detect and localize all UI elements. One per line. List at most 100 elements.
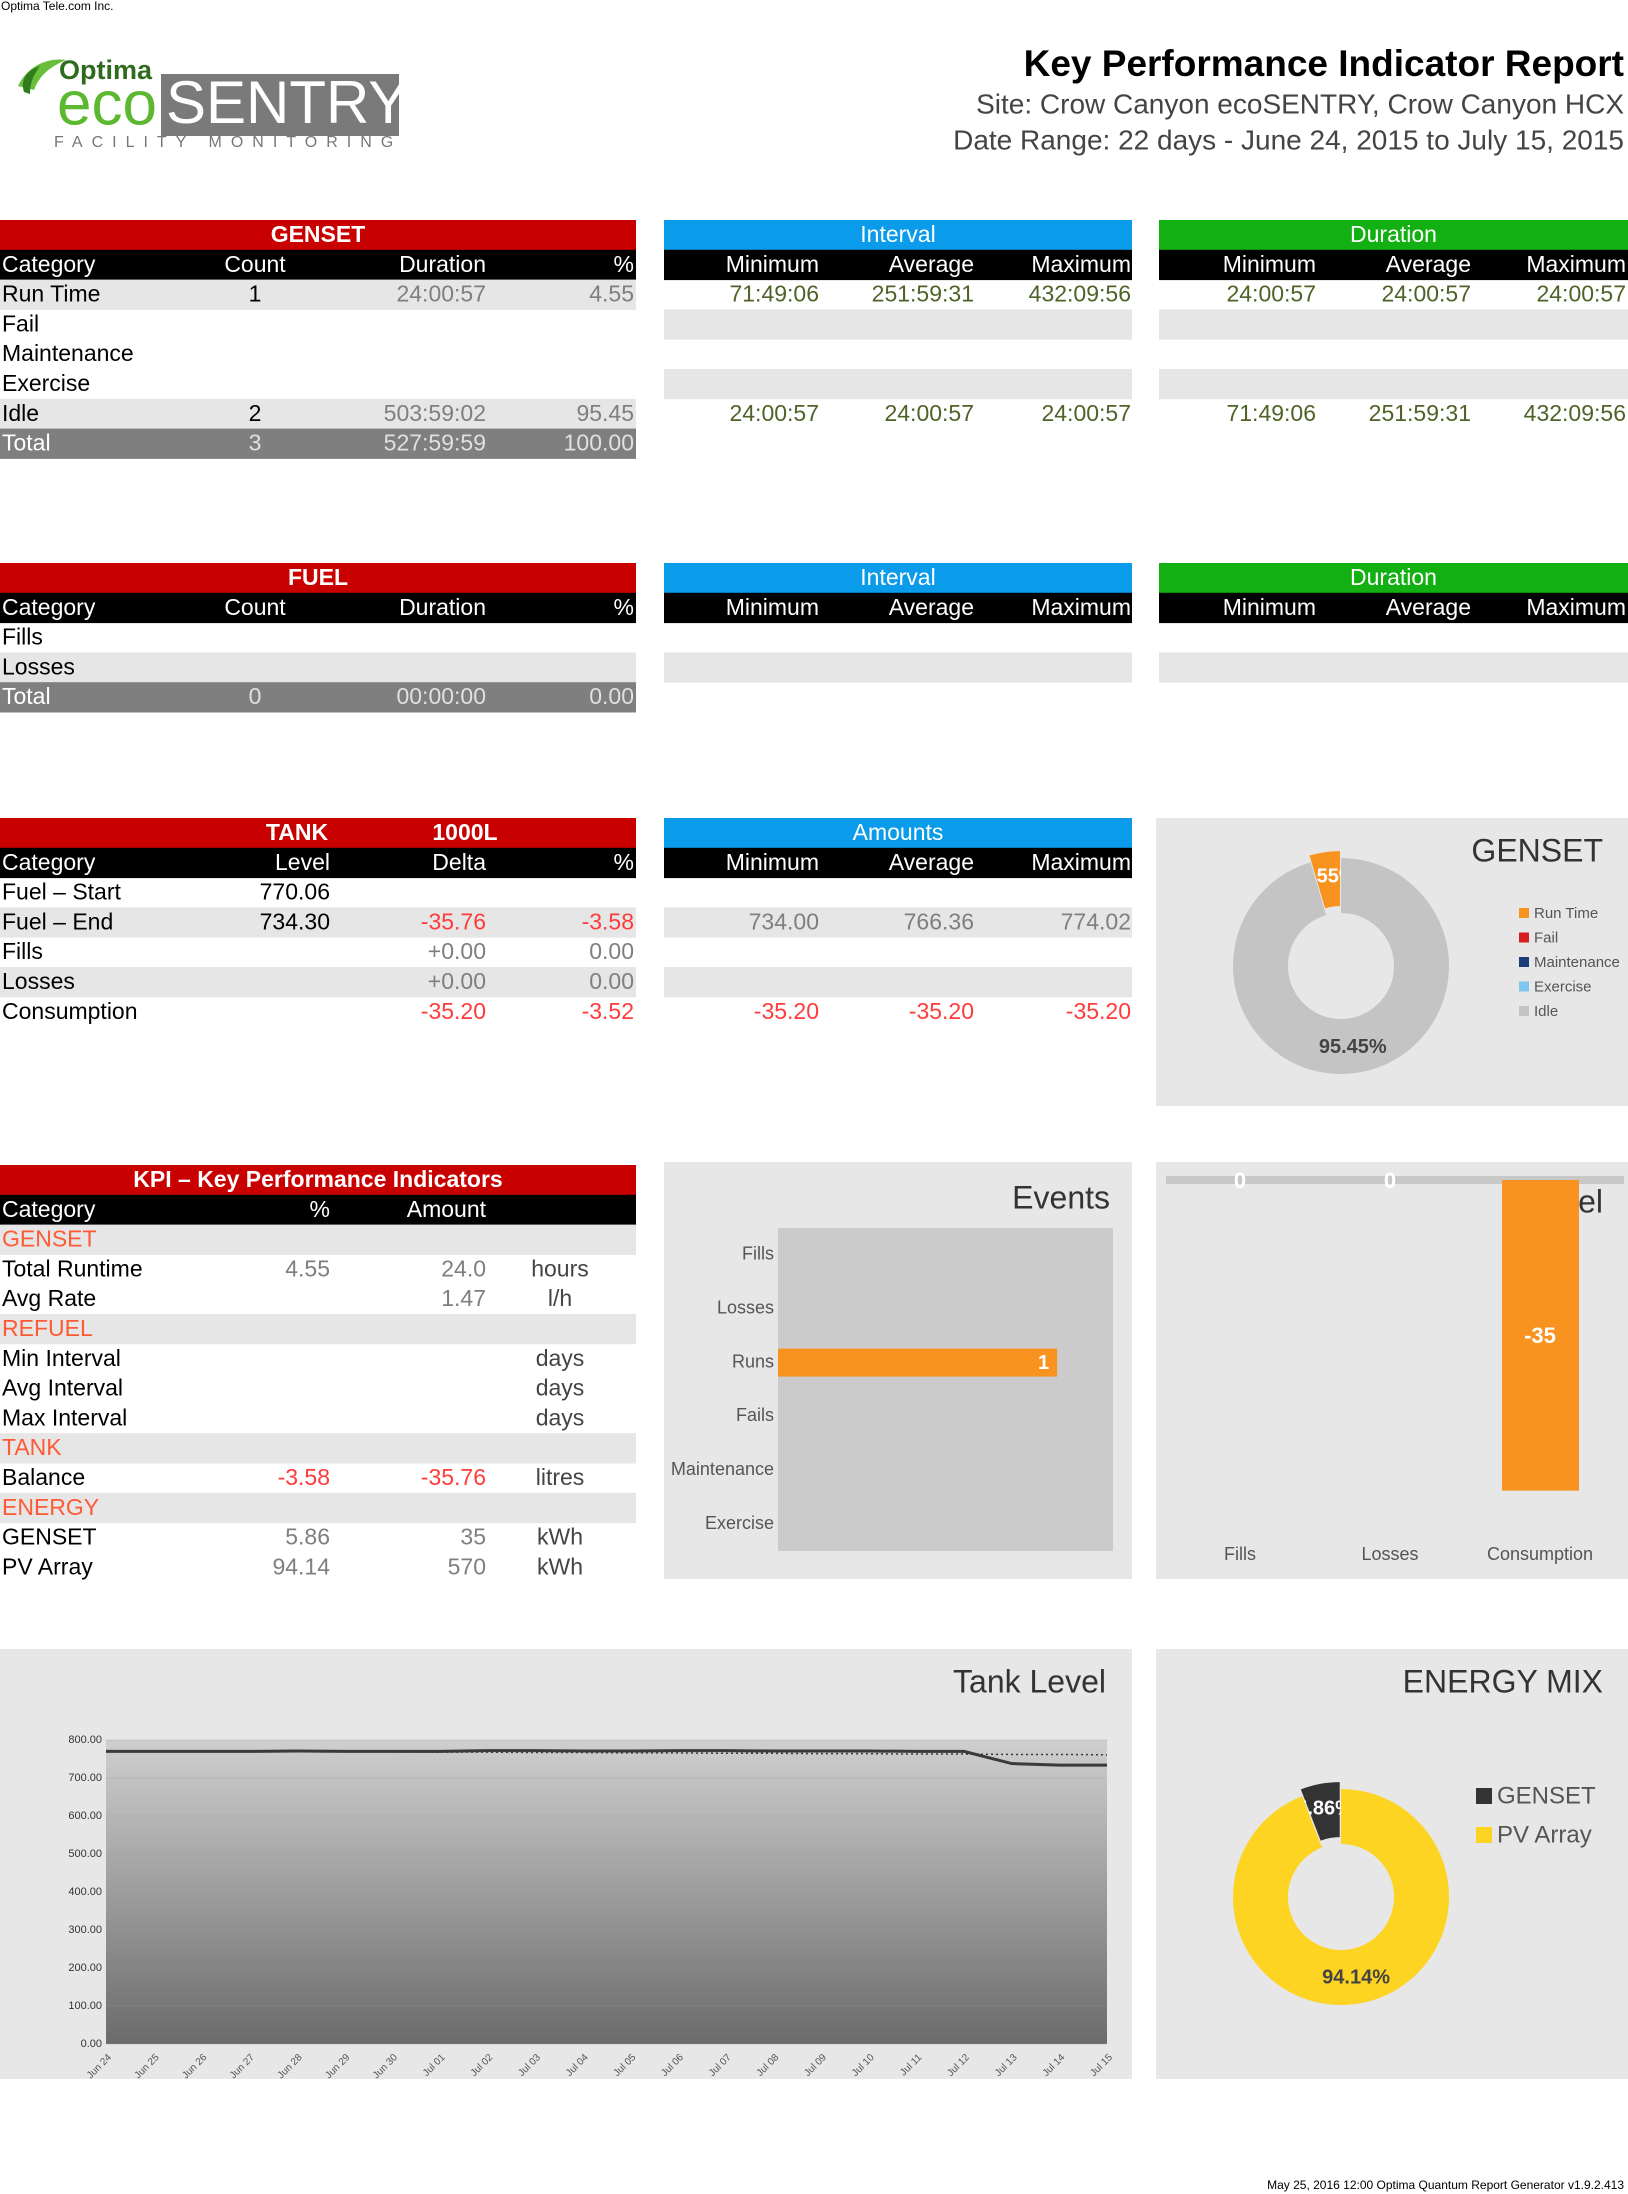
legend-label: Exercise (1534, 978, 1592, 995)
logo-leaf (22, 66, 40, 94)
table-cell: 24.0 (441, 1255, 486, 1281)
column-header: % (310, 1196, 330, 1222)
table-cell: Total (2, 683, 51, 709)
table-cell: 1.47 (441, 1285, 486, 1311)
row-stripe (664, 652, 1132, 683)
table-cell: hours (531, 1255, 589, 1281)
y-tick-label: 200.00 (68, 1962, 102, 1974)
legend-swatch (1519, 957, 1529, 967)
table-cell: 24:00:57 (884, 400, 974, 426)
section-label: GENSET (2, 1226, 97, 1252)
table-cell: 432:09:56 (1524, 400, 1626, 426)
table-title: Duration (1350, 564, 1437, 590)
y-tick-label: 700.00 (68, 1772, 102, 1784)
table-cell: -35.76 (421, 908, 486, 934)
category-label: Maintenance (671, 1459, 774, 1479)
table-cell: litres (536, 1464, 585, 1490)
table-cell: -35.76 (421, 1464, 486, 1490)
table-cell: 0.00 (589, 968, 634, 994)
table-cell: Losses (2, 653, 75, 679)
table-cell: Fills (2, 624, 43, 650)
table-cell: 0.00 (589, 938, 634, 964)
table-cell: -3.52 (582, 998, 634, 1024)
column-header: Minimum (726, 849, 819, 875)
table-cell: Fuel – End (2, 908, 113, 934)
table-title-bar (0, 1165, 636, 1196)
table-title: TANK (266, 819, 329, 845)
table-cell: 95.45 (576, 400, 634, 426)
legend-label: GENSET (1497, 1782, 1596, 1809)
table-cell: 2 (249, 400, 262, 426)
column-header: Maximum (1031, 849, 1131, 875)
chart-title: ENERGY MIX (1403, 1663, 1603, 1699)
slice-label: 5.86% (1296, 1797, 1353, 1819)
category-label: Fills (1224, 1544, 1256, 1564)
table-cell: days (536, 1375, 585, 1401)
column-header: Category (2, 1196, 96, 1222)
total-row (0, 682, 636, 713)
column-header: Average (889, 594, 974, 620)
table-cell: Balance (2, 1464, 85, 1490)
section-row (0, 1433, 636, 1464)
section-label: REFUEL (2, 1315, 93, 1341)
category-label: Fails (736, 1405, 774, 1425)
table-cell: kWh (537, 1524, 583, 1550)
table-cell: Losses (2, 968, 75, 994)
y-tick-label: 800.00 (68, 1734, 102, 1746)
table-cell: 770.06 (260, 879, 330, 905)
section-row (0, 1492, 636, 1524)
table-cell: 251:59:31 (1369, 400, 1471, 426)
column-header: Maximum (1526, 251, 1626, 277)
table-cell: 35 (460, 1524, 486, 1550)
table-header-bar (664, 847, 1132, 879)
table-cell: kWh (537, 1553, 583, 1579)
table-cell: -3.58 (278, 1464, 330, 1490)
data-label: 0 (1384, 1168, 1396, 1193)
table-cell: days (536, 1404, 585, 1430)
legend-swatch (1476, 1827, 1492, 1843)
legend-swatch (1519, 932, 1529, 943)
y-tick-label: 300.00 (68, 1924, 102, 1936)
logo-sentry: SENTRY (166, 69, 408, 136)
legend-swatch (1519, 908, 1529, 918)
pie-slice (1232, 858, 1449, 1074)
y-tick-label: 400.00 (68, 1886, 102, 1898)
row-stripe (0, 967, 636, 998)
column-header: Maximum (1031, 251, 1131, 277)
table-cell: -35.20 (909, 998, 974, 1024)
column-header: Duration (399, 251, 486, 277)
table-cell: 00:00:00 (396, 683, 486, 709)
row-stripe (0, 907, 636, 938)
section-label: TANK (2, 1434, 62, 1460)
table-cell: Idle (2, 400, 39, 426)
data-label: -35 (1524, 1323, 1556, 1348)
slice-label: 94.14% (1322, 1966, 1390, 1988)
table-title-bar (0, 563, 636, 594)
table-cell: 0 (249, 683, 262, 709)
table-cell: Maintenance (2, 340, 134, 366)
table-title-bar (0, 818, 636, 849)
chart-title: Tank Level (953, 1663, 1106, 1699)
table-cell: 734.00 (749, 908, 819, 934)
table-header-bar (1159, 592, 1628, 624)
table-cell: 24:00:57 (396, 281, 486, 307)
logo-brand: Optima (59, 55, 153, 85)
table-cell: Fail (2, 310, 39, 336)
pie-slice (1300, 1782, 1340, 1841)
table-cell: l/h (548, 1285, 572, 1311)
table-title-bar (1159, 563, 1628, 594)
table-cell: 100.00 (564, 430, 634, 456)
table-cell: 503:59:02 (384, 400, 486, 426)
table-cell: Total Runtime (2, 1255, 143, 1281)
column-header: Average (1386, 594, 1471, 620)
table-cell: -35.20 (421, 998, 486, 1024)
category-label: Losses (1361, 1544, 1418, 1564)
table-cell: 527:59:59 (384, 430, 486, 456)
row-stripe (664, 907, 1132, 938)
table-cell: 251:59:31 (872, 281, 974, 307)
table-cell: Exercise (2, 370, 90, 396)
chart-title: Events (1012, 1179, 1110, 1215)
table-title-bar (0, 220, 636, 251)
table-cell: Avg Rate (2, 1285, 96, 1311)
